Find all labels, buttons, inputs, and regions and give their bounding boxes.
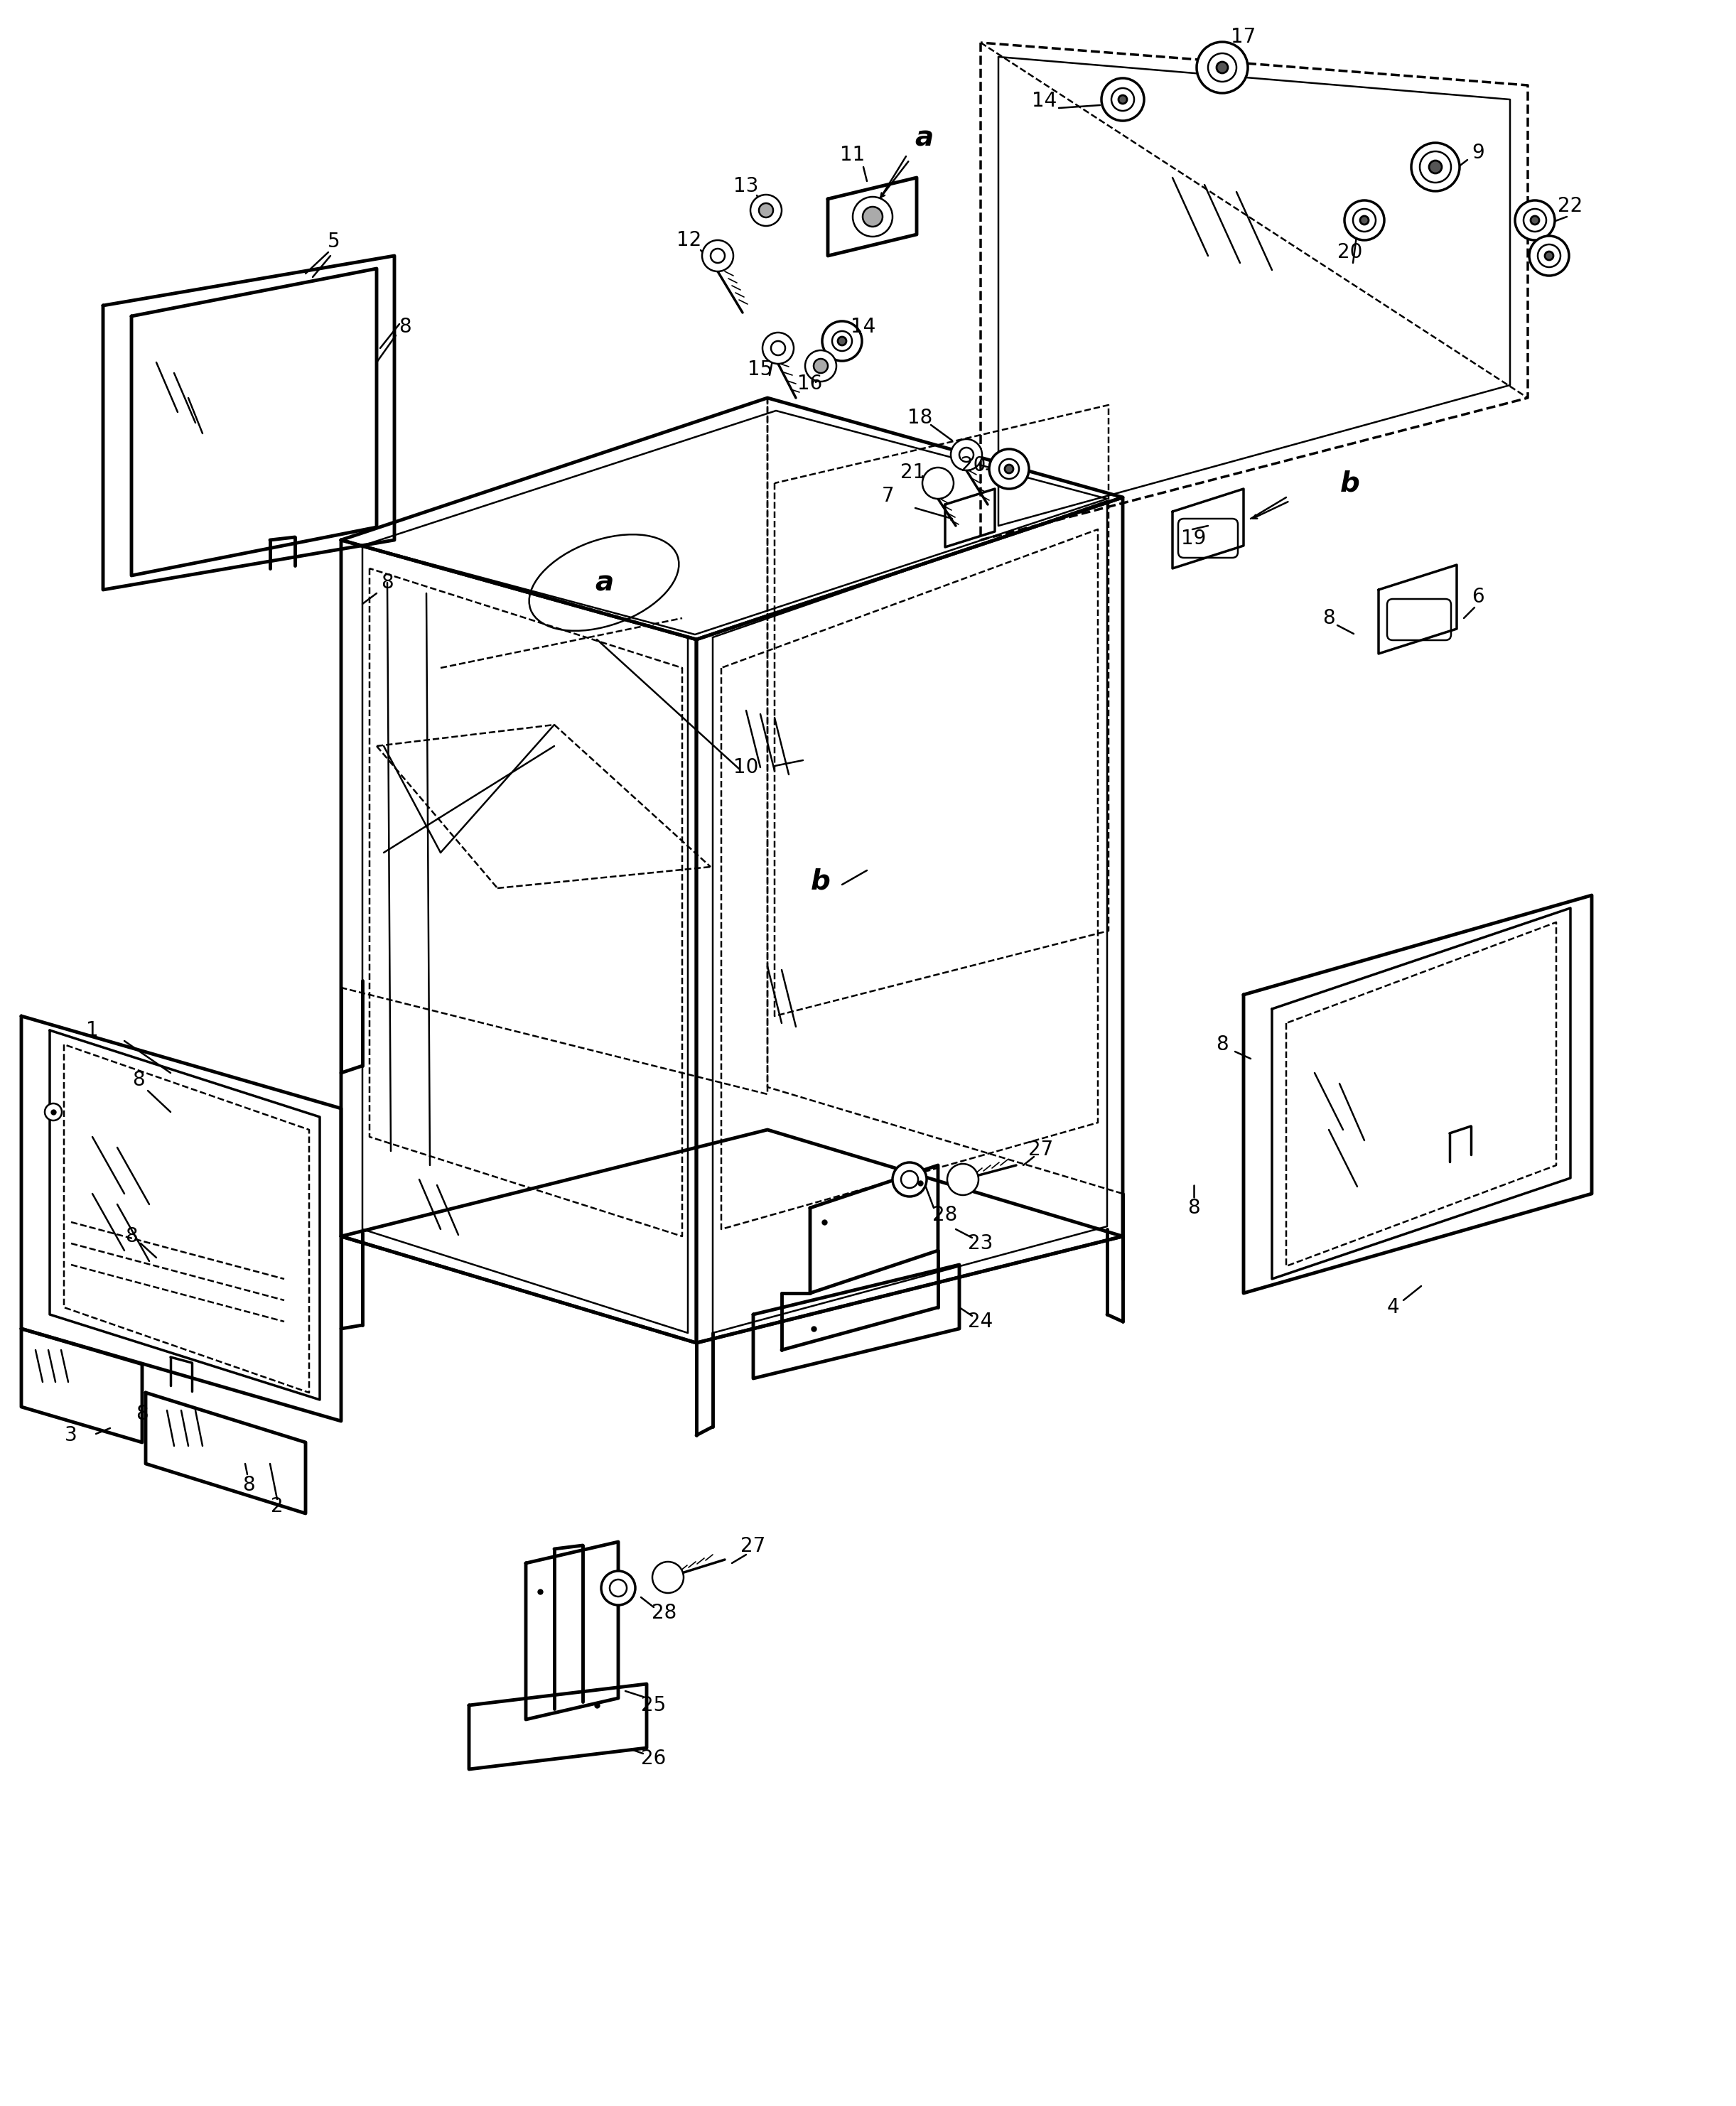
Text: 25: 25 xyxy=(641,1695,667,1714)
Circle shape xyxy=(1196,42,1248,93)
Circle shape xyxy=(609,1580,627,1596)
Circle shape xyxy=(838,337,847,345)
Text: 17: 17 xyxy=(1231,27,1257,46)
Text: b: b xyxy=(1340,470,1359,497)
Circle shape xyxy=(806,350,837,381)
Text: 11: 11 xyxy=(840,145,865,164)
Text: 8: 8 xyxy=(125,1226,137,1247)
Circle shape xyxy=(45,1104,62,1120)
Circle shape xyxy=(892,1163,927,1196)
Text: 19: 19 xyxy=(1180,529,1207,548)
Circle shape xyxy=(762,333,793,364)
Circle shape xyxy=(701,240,733,272)
Circle shape xyxy=(1538,244,1561,267)
Text: 8: 8 xyxy=(132,1070,144,1091)
Circle shape xyxy=(832,331,852,352)
Circle shape xyxy=(823,320,863,360)
Text: 28: 28 xyxy=(932,1205,958,1226)
Text: 23: 23 xyxy=(969,1234,993,1253)
Circle shape xyxy=(653,1563,684,1592)
Circle shape xyxy=(759,202,773,217)
Text: 7: 7 xyxy=(882,486,894,505)
Text: a: a xyxy=(595,569,613,596)
Text: b: b xyxy=(811,868,830,895)
Circle shape xyxy=(814,358,828,373)
Circle shape xyxy=(1429,160,1443,173)
Circle shape xyxy=(1531,217,1540,225)
Text: 28: 28 xyxy=(653,1603,677,1624)
Circle shape xyxy=(922,468,953,499)
Circle shape xyxy=(1118,95,1127,103)
Text: 3: 3 xyxy=(64,1426,78,1445)
Text: 16: 16 xyxy=(797,373,823,394)
Text: 8: 8 xyxy=(1215,1034,1229,1055)
Circle shape xyxy=(1344,200,1384,240)
Text: 21: 21 xyxy=(901,463,925,482)
Text: 20: 20 xyxy=(962,455,986,476)
Circle shape xyxy=(960,449,974,461)
Circle shape xyxy=(1000,459,1019,478)
Text: 8: 8 xyxy=(1187,1198,1200,1217)
Text: 27: 27 xyxy=(741,1535,766,1556)
Circle shape xyxy=(1359,217,1368,225)
Circle shape xyxy=(1420,152,1451,183)
Text: 18: 18 xyxy=(908,409,932,428)
Text: 10: 10 xyxy=(734,758,759,777)
Text: 4: 4 xyxy=(1387,1297,1399,1318)
Text: a: a xyxy=(915,124,934,152)
Circle shape xyxy=(948,1165,979,1194)
Circle shape xyxy=(771,341,785,356)
Circle shape xyxy=(863,206,882,227)
Circle shape xyxy=(1005,465,1014,474)
Circle shape xyxy=(1516,200,1555,240)
Text: 15: 15 xyxy=(748,360,773,379)
Circle shape xyxy=(1352,208,1375,232)
Circle shape xyxy=(951,440,983,470)
Text: 8: 8 xyxy=(135,1405,148,1424)
Text: 5: 5 xyxy=(328,232,340,251)
Text: 8: 8 xyxy=(399,316,411,337)
Circle shape xyxy=(1529,236,1569,276)
Text: 6: 6 xyxy=(1472,588,1484,607)
Text: 8: 8 xyxy=(1323,609,1335,628)
Text: 22: 22 xyxy=(1557,196,1583,217)
Circle shape xyxy=(1524,208,1547,232)
Circle shape xyxy=(852,196,892,236)
Text: 14: 14 xyxy=(1033,91,1057,112)
Circle shape xyxy=(1545,251,1554,259)
Text: 13: 13 xyxy=(734,177,759,196)
Circle shape xyxy=(901,1171,918,1188)
Text: 27: 27 xyxy=(1028,1139,1054,1160)
Text: 9: 9 xyxy=(1472,143,1484,162)
Text: 8: 8 xyxy=(380,573,394,592)
Circle shape xyxy=(710,249,726,263)
Text: 20: 20 xyxy=(1337,242,1363,261)
Text: 12: 12 xyxy=(677,230,701,251)
Circle shape xyxy=(1101,78,1144,120)
Text: 14: 14 xyxy=(851,316,877,337)
Text: 1: 1 xyxy=(87,1019,99,1040)
Text: 2: 2 xyxy=(271,1497,283,1516)
Circle shape xyxy=(750,194,781,225)
Circle shape xyxy=(990,449,1029,489)
Circle shape xyxy=(1217,61,1227,74)
Circle shape xyxy=(1411,143,1460,192)
Text: 24: 24 xyxy=(969,1312,993,1331)
Circle shape xyxy=(1208,53,1236,82)
Circle shape xyxy=(601,1571,635,1605)
Text: 26: 26 xyxy=(641,1748,667,1769)
Text: 8: 8 xyxy=(243,1474,255,1495)
Circle shape xyxy=(1111,88,1134,112)
